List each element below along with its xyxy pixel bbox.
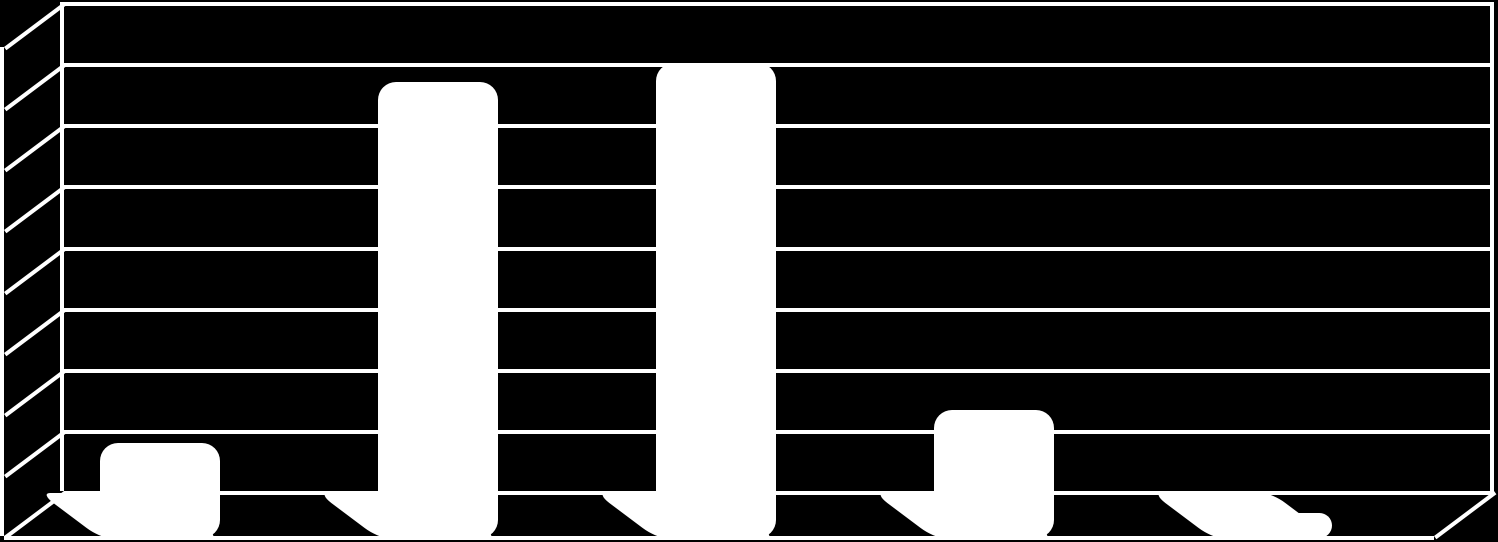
bar-front-4 — [1212, 513, 1332, 538]
bar-4 — [0, 0, 1498, 542]
bar-chart-3d — [0, 0, 1498, 542]
